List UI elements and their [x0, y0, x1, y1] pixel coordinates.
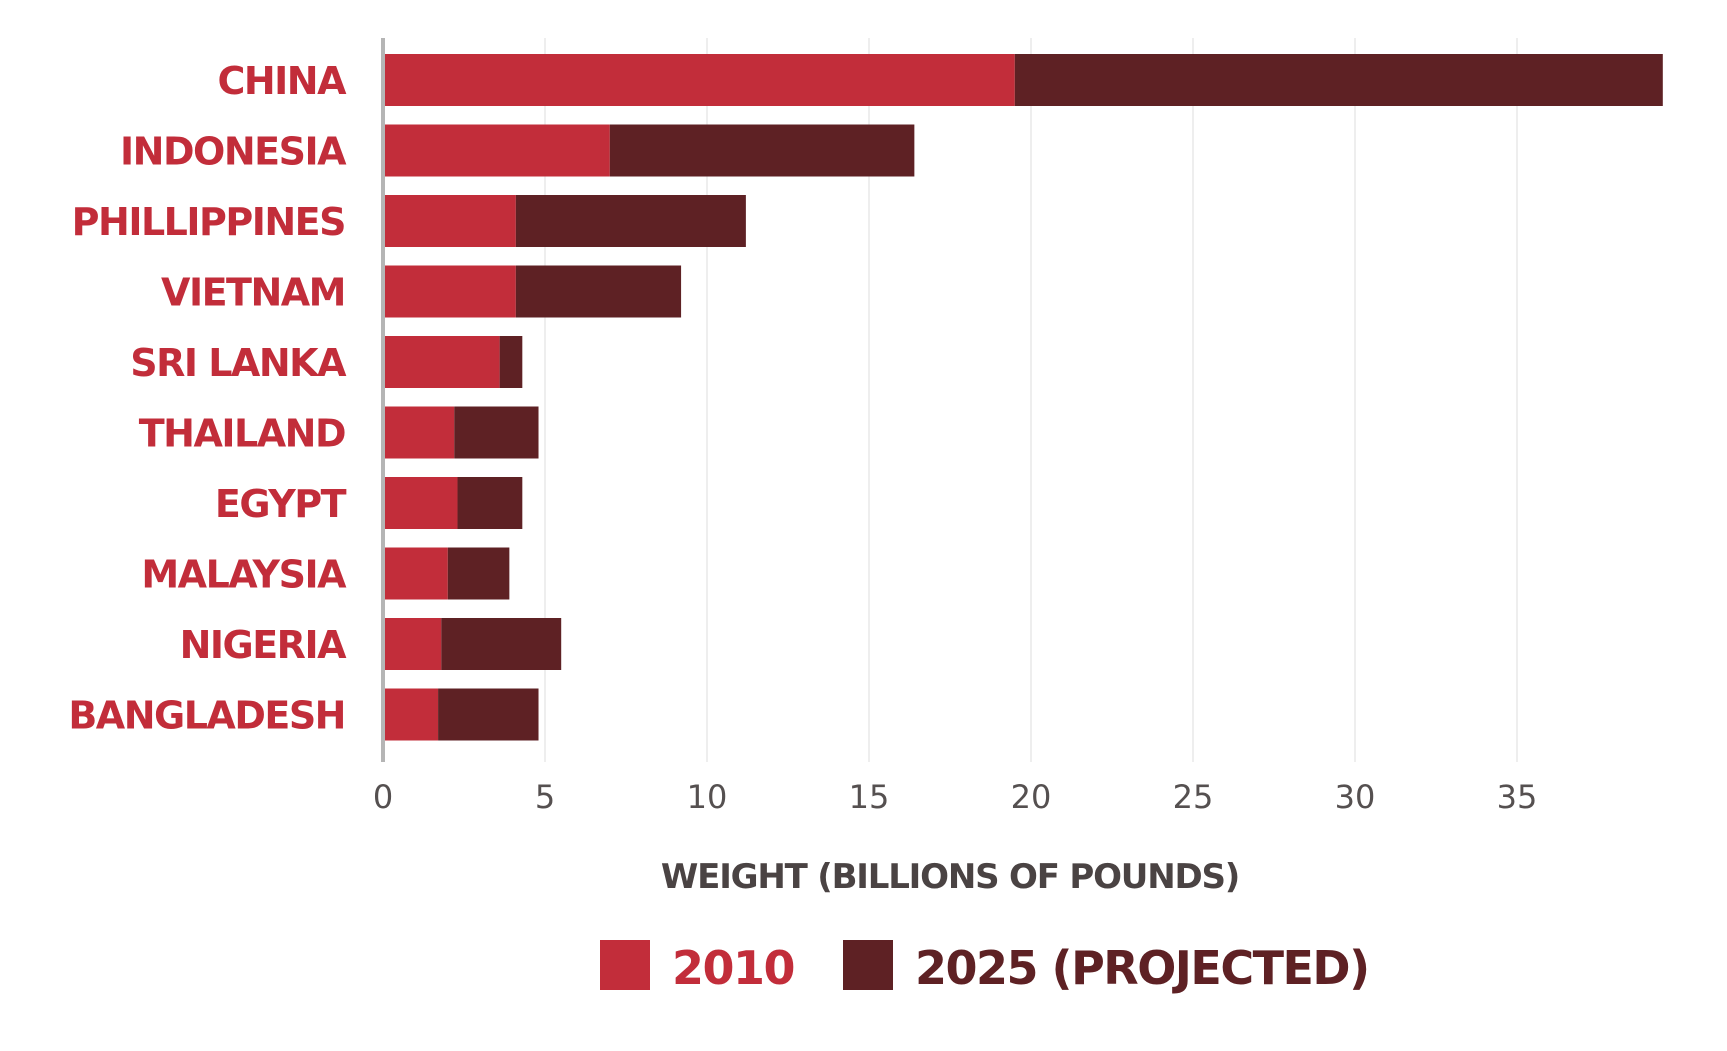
bar-vietnam-2025: [515, 265, 682, 318]
x-tick-label: 25: [1173, 778, 1214, 816]
bars: [383, 54, 1663, 741]
bar-phillippines-2025: [515, 195, 746, 247]
bar-malaysia-2010: [383, 547, 448, 600]
bar-indonesia-2010: [383, 124, 610, 177]
bar-china-2025: [1014, 54, 1663, 106]
category-label: INDONESIA: [120, 130, 347, 174]
category-label: PHILLIPPINES: [72, 200, 345, 244]
category-label: THAILAND: [139, 412, 345, 456]
bar-nigeria-2010: [383, 618, 442, 670]
bar-egypt-2025: [457, 477, 523, 529]
bar-bangladesh-2025: [438, 688, 539, 741]
bar-thailand-2025: [454, 406, 539, 459]
x-tick-label: 0: [373, 778, 393, 816]
bar-sri-lanka-2010: [383, 336, 500, 388]
legend-swatch-2010: [600, 940, 650, 990]
category-labels: CHINA INDONESIA PHILLIPPINES VIETNAM SRI LAN…: [68, 59, 348, 738]
x-tick-label: 15: [849, 778, 890, 816]
x-tick-label: 10: [687, 778, 728, 816]
category-label: BANGLADESH: [68, 694, 345, 738]
bar-vietnam-2010: [383, 265, 516, 318]
category-label: MALAYSIA: [141, 553, 347, 597]
category-label: SRI LANKA: [130, 341, 347, 385]
bar-egypt-2010: [383, 477, 458, 529]
x-tick-label: 30: [1335, 778, 1376, 816]
bar-sri-lanka-2025: [499, 336, 523, 388]
legend-label-2025-projected: 2025 (PROJECTED): [915, 941, 1369, 995]
bar-bangladesh-2010: [383, 688, 439, 741]
legend-label-2010: 2010: [672, 941, 794, 995]
legend-swatch-2025-projected: [843, 940, 893, 990]
category-label: NIGERIA: [180, 623, 347, 667]
x-tick-label: 35: [1497, 778, 1538, 816]
bar-china-2010: [383, 54, 1015, 106]
bar-nigeria-2025: [441, 618, 562, 670]
bar-phillippines-2010: [383, 195, 516, 247]
category-label: VIETNAM: [161, 271, 345, 315]
x-tick-label: 20: [1011, 778, 1052, 816]
bar-malaysia-2025: [447, 547, 510, 600]
x-tick-label: 5: [535, 778, 555, 816]
category-label: CHINA: [217, 59, 347, 103]
x-axis-title: WEIGHT (BILLIONS OF POUNDS): [661, 857, 1239, 897]
x-tick-labels: 0 5 10 15 20 25 30 35: [373, 778, 1538, 816]
bar-thailand-2010: [383, 406, 455, 459]
legend: 2010 2025 (PROJECTED): [600, 940, 1370, 995]
category-label: EGYPT: [215, 482, 347, 526]
bar-indonesia-2025: [609, 124, 915, 177]
